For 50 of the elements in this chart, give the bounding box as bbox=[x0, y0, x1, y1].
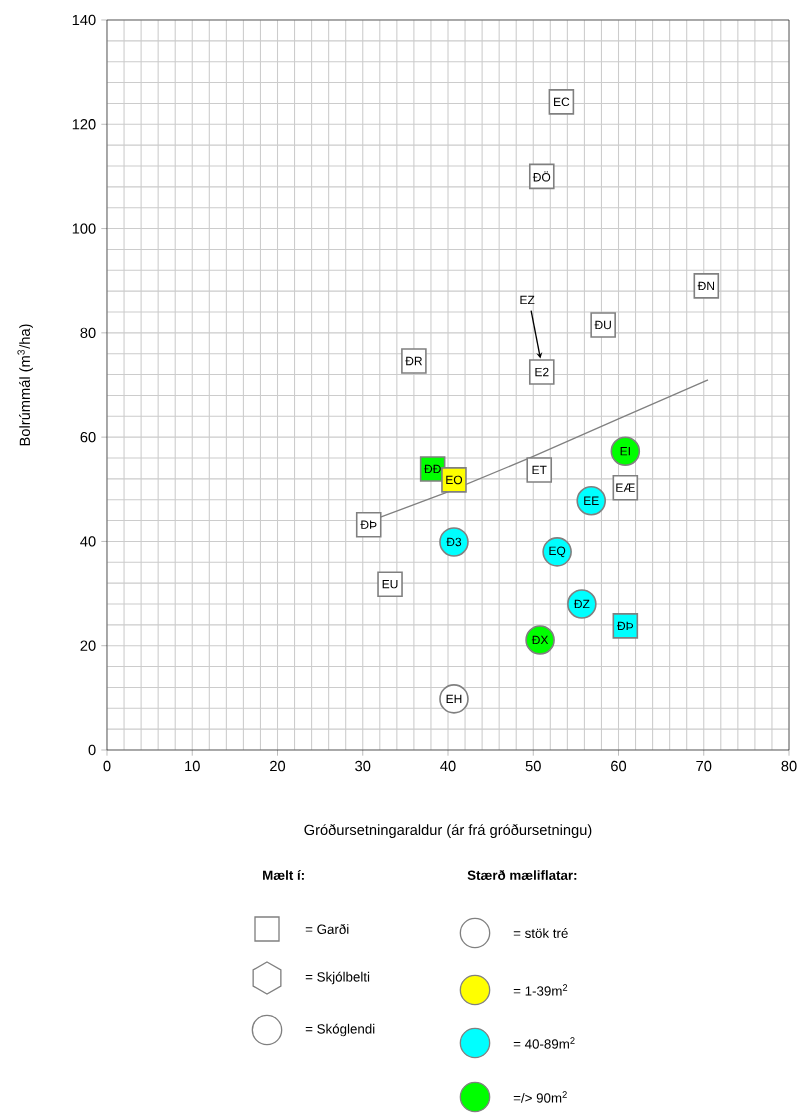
y-tick-label: 80 bbox=[80, 327, 96, 339]
x-tick-label: 80 bbox=[781, 760, 797, 772]
annotation: ĐĐ bbox=[424, 464, 441, 474]
y-tick-label: 20 bbox=[80, 640, 96, 651]
annotation: EÆ bbox=[616, 483, 635, 492]
x-tick-label: 50 bbox=[525, 760, 541, 772]
text: = Skjólbelti bbox=[305, 971, 370, 985]
x-axis-title: Gróðursetningaraldur (ár frá gróðursetningu) bbox=[304, 824, 592, 838]
annotation: EI bbox=[620, 447, 630, 456]
annotation: ĐÖ bbox=[532, 171, 551, 182]
annotation: EQ bbox=[549, 546, 566, 558]
y-axis-title: Bolrúmmál (m$^{3}$/ha) bbox=[17, 324, 33, 446]
y-tick-label: 120 bbox=[72, 119, 96, 130]
annotation: EZ bbox=[520, 295, 535, 305]
text: Stærð mæliflatar: bbox=[467, 870, 577, 880]
annotation: ĐR bbox=[405, 356, 422, 366]
y-tick-label: 100 bbox=[72, 223, 96, 234]
text: = Garði bbox=[305, 923, 349, 934]
x-tick-label: 40 bbox=[440, 760, 456, 772]
text: = 40-89m$^{2}$ bbox=[513, 1037, 575, 1049]
annotation: E2 bbox=[535, 367, 549, 377]
annotation: ET bbox=[532, 465, 547, 475]
text: =/> 90m$^{2}$ bbox=[513, 1091, 567, 1103]
annotation: ĐN bbox=[697, 281, 714, 291]
annotation: EO bbox=[446, 475, 463, 485]
annotation: ĐU bbox=[594, 320, 611, 330]
x-tick-label: 10 bbox=[185, 760, 200, 772]
x-tick-label: 70 bbox=[696, 760, 712, 772]
annotation: EE bbox=[584, 496, 599, 505]
x-tick-label: 20 bbox=[270, 760, 286, 772]
annotation: ĐZ bbox=[573, 599, 590, 609]
text: = Skóglendi bbox=[305, 1023, 375, 1037]
annotation: ĐÞ bbox=[360, 520, 377, 529]
y-tick-label: 60 bbox=[80, 431, 96, 443]
annotation: ĐÞ bbox=[617, 621, 634, 631]
text: Mælt í: bbox=[263, 870, 304, 880]
annotation: ĐX bbox=[531, 635, 549, 645]
y-tick-label: 0 bbox=[88, 744, 96, 756]
point bbox=[610, 436, 641, 467]
text: = stök tré bbox=[513, 928, 568, 938]
annotation: Đ3 bbox=[446, 537, 462, 547]
annotation: EU bbox=[382, 579, 398, 589]
annotation: EH bbox=[446, 694, 462, 704]
y-tick-label: 40 bbox=[80, 536, 96, 547]
x-tick-label: 60 bbox=[611, 760, 627, 772]
x-tick-label: 0 bbox=[103, 760, 111, 772]
text: = 1-39m$^{2}$ bbox=[513, 984, 568, 996]
y-tick-label: 140 bbox=[72, 14, 96, 26]
annotation: EC bbox=[554, 97, 570, 107]
x-tick-label: 30 bbox=[355, 760, 371, 772]
